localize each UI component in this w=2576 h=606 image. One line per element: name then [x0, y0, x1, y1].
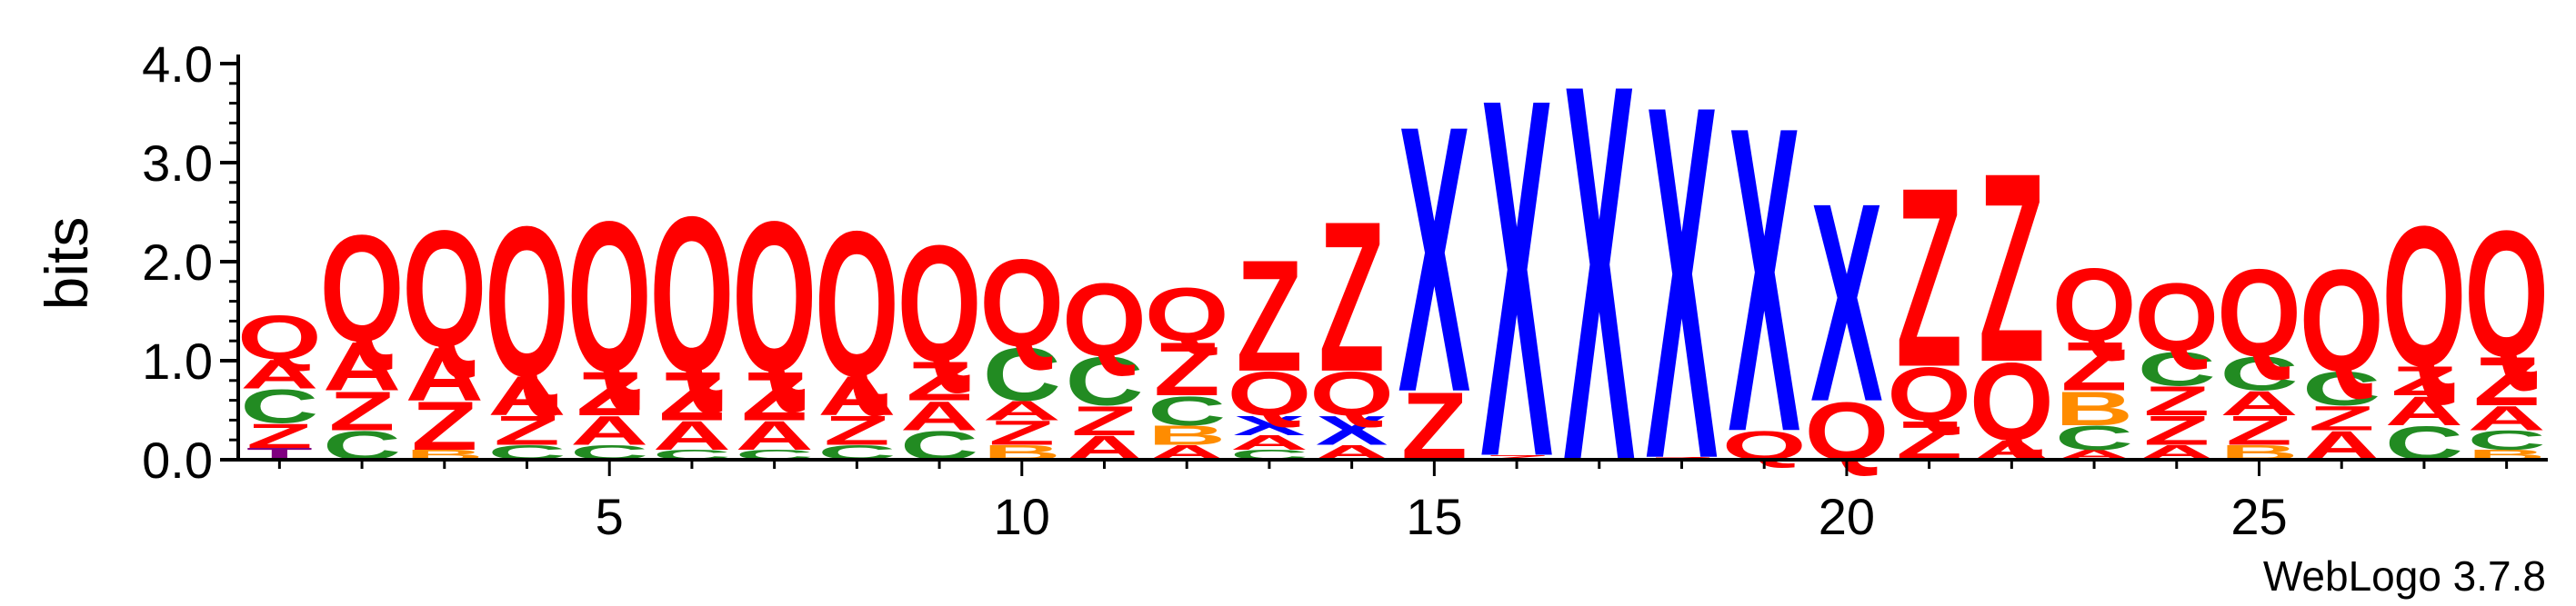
logo-letter-c: C	[2302, 362, 2381, 416]
logo-letter-q: Q	[2134, 263, 2219, 372]
logo-letter-a: A	[653, 412, 731, 459]
logo-letter-q: Q	[1145, 273, 1229, 357]
x-axis: 5 10 15 20 25	[238, 458, 2548, 545]
logo-letter-z: Z	[824, 408, 890, 454]
logo-letter-z: Z	[2143, 378, 2210, 424]
y-axis-label: bits	[33, 217, 100, 311]
logo-letter-a: A	[983, 395, 1061, 426]
logo-letter-a: A	[487, 365, 566, 427]
logo-letter-q: Q	[1309, 359, 1394, 429]
logo-letter-z: Z	[2061, 328, 2128, 405]
logo-letter-z: Z	[1484, 453, 1550, 461]
logo-letter-q: Q	[2052, 247, 2137, 363]
logo-letter-c: C	[2055, 419, 2133, 458]
logo-letter-z: Z	[2473, 343, 2540, 421]
logo-letter-z: Z	[329, 381, 396, 442]
logo-letter-z: Z	[1896, 134, 1962, 420]
logo-letter-c: C	[2220, 346, 2298, 401]
logo-letter-q: Q	[815, 188, 899, 421]
logo-letter-q: Q	[1228, 359, 1312, 429]
logo-letter-c: C	[240, 379, 318, 433]
logo-letter-a: A	[736, 412, 814, 459]
logo-letter-z: Z	[2309, 399, 2375, 438]
logo-letter-x: X	[1728, 37, 1800, 523]
logo-letter-q: Q	[650, 170, 735, 418]
logo-letter-q: Q	[2382, 184, 2467, 409]
logo-letter-q: Q	[979, 234, 1064, 373]
y-tick-label: 2.0	[142, 233, 213, 291]
logo-letter-x: X	[1646, 1, 1719, 565]
logo-letter-a: A	[900, 392, 978, 439]
logo-letter-q: Q	[897, 210, 982, 396]
y-tick-label: 3.0	[142, 134, 213, 192]
logo-letter-z: Z	[2143, 408, 2210, 454]
weblogo-version-footer: WebLogo 3.7.8	[2263, 552, 2546, 600]
logo-letter-z: Z	[494, 408, 560, 454]
logo-letter-z: Z	[741, 358, 807, 435]
logo-letter-c: C	[2138, 342, 2216, 396]
logo-letter-a: A	[2220, 384, 2298, 423]
logo-letter-x: X	[1233, 410, 1306, 441]
logo-letter-x: X	[1316, 408, 1388, 454]
logo-letter-q: Q	[1887, 352, 1971, 436]
logo-letter-z: Z	[1154, 327, 1220, 412]
logo-letter-z: Z	[988, 413, 1055, 452]
x-tick-label: 25	[2230, 488, 2287, 545]
logo-letter-z: Z	[576, 359, 643, 429]
logo-letter-q: Q	[732, 177, 817, 417]
logo-letter-q: Q	[237, 303, 322, 373]
logo-letter-c: C	[1065, 343, 1143, 421]
y-tick-label: 1.0	[142, 333, 213, 390]
x-tick-label: 20	[1819, 488, 1875, 545]
logo-letter-x: X	[1810, 144, 1883, 462]
logo-letter-z: Z	[2391, 358, 2458, 404]
logo-letter-z: Z	[1071, 398, 1138, 444]
logo-letter-q: Q	[567, 177, 652, 417]
y-tick-label: 0.0	[142, 432, 213, 489]
logo-letter-b: B	[1148, 420, 1226, 451]
logo-letter-q: Q	[2300, 239, 2384, 402]
logo-letter-c: C	[2468, 425, 2546, 456]
logo-letter-z: Z	[2226, 408, 2292, 454]
logo-letter-a: A	[2385, 388, 2463, 434]
logo-letter-z: Z	[907, 351, 973, 412]
logo-letter-a: A	[570, 408, 648, 454]
logo-letter-c: C	[983, 332, 1061, 416]
logo-letter-b: B	[2055, 381, 2133, 435]
logo-letter-q: Q	[2217, 244, 2301, 383]
logo-letter-z: Z	[659, 358, 726, 435]
logo-letter-q: Q	[1062, 262, 1147, 378]
logo-letter-z: Z	[1237, 226, 1303, 404]
logo-letter-a: A	[323, 328, 401, 405]
logo-letter-z: Z	[246, 417, 313, 456]
logo-letter-x: X	[1480, 0, 1553, 564]
x-tick-label: 5	[596, 488, 624, 545]
logo-letter-q: Q	[320, 203, 405, 373]
logo-letter-a: A	[1230, 432, 1308, 455]
logo-letter-x: X	[1563, 0, 1636, 574]
logo-letter-z: Z	[411, 388, 477, 465]
logo-letter-x: X	[1398, 47, 1471, 472]
logo-letter-q: Q	[402, 195, 486, 382]
logo-letter-q: Q	[2464, 193, 2549, 394]
logo-letter-a: A	[240, 352, 318, 398]
logo-letter-z: Z	[1979, 116, 2045, 418]
logo-letter-a: A	[406, 332, 484, 416]
x-tick-label: 10	[994, 488, 1050, 545]
logo-letter-z: Z	[1318, 177, 1385, 417]
logo-letter-a: A	[2468, 399, 2546, 438]
logo-letter-q: Q	[1970, 340, 2054, 463]
logo-letter-a: A	[817, 365, 896, 427]
y-axis: 0.0 1.0 2.0 3.0 4.0	[142, 35, 240, 489]
y-tick-label: 4.0	[142, 35, 213, 93]
logo-letter-c: C	[1148, 388, 1226, 434]
x-tick-label: 15	[1406, 488, 1462, 545]
logo-glyphs: TZCAQCZAQBZAQCZAQCAZQCAZQCAZQCZAQCAZQBZA…	[237, 0, 2549, 574]
logo-letter-q: Q	[485, 182, 569, 422]
